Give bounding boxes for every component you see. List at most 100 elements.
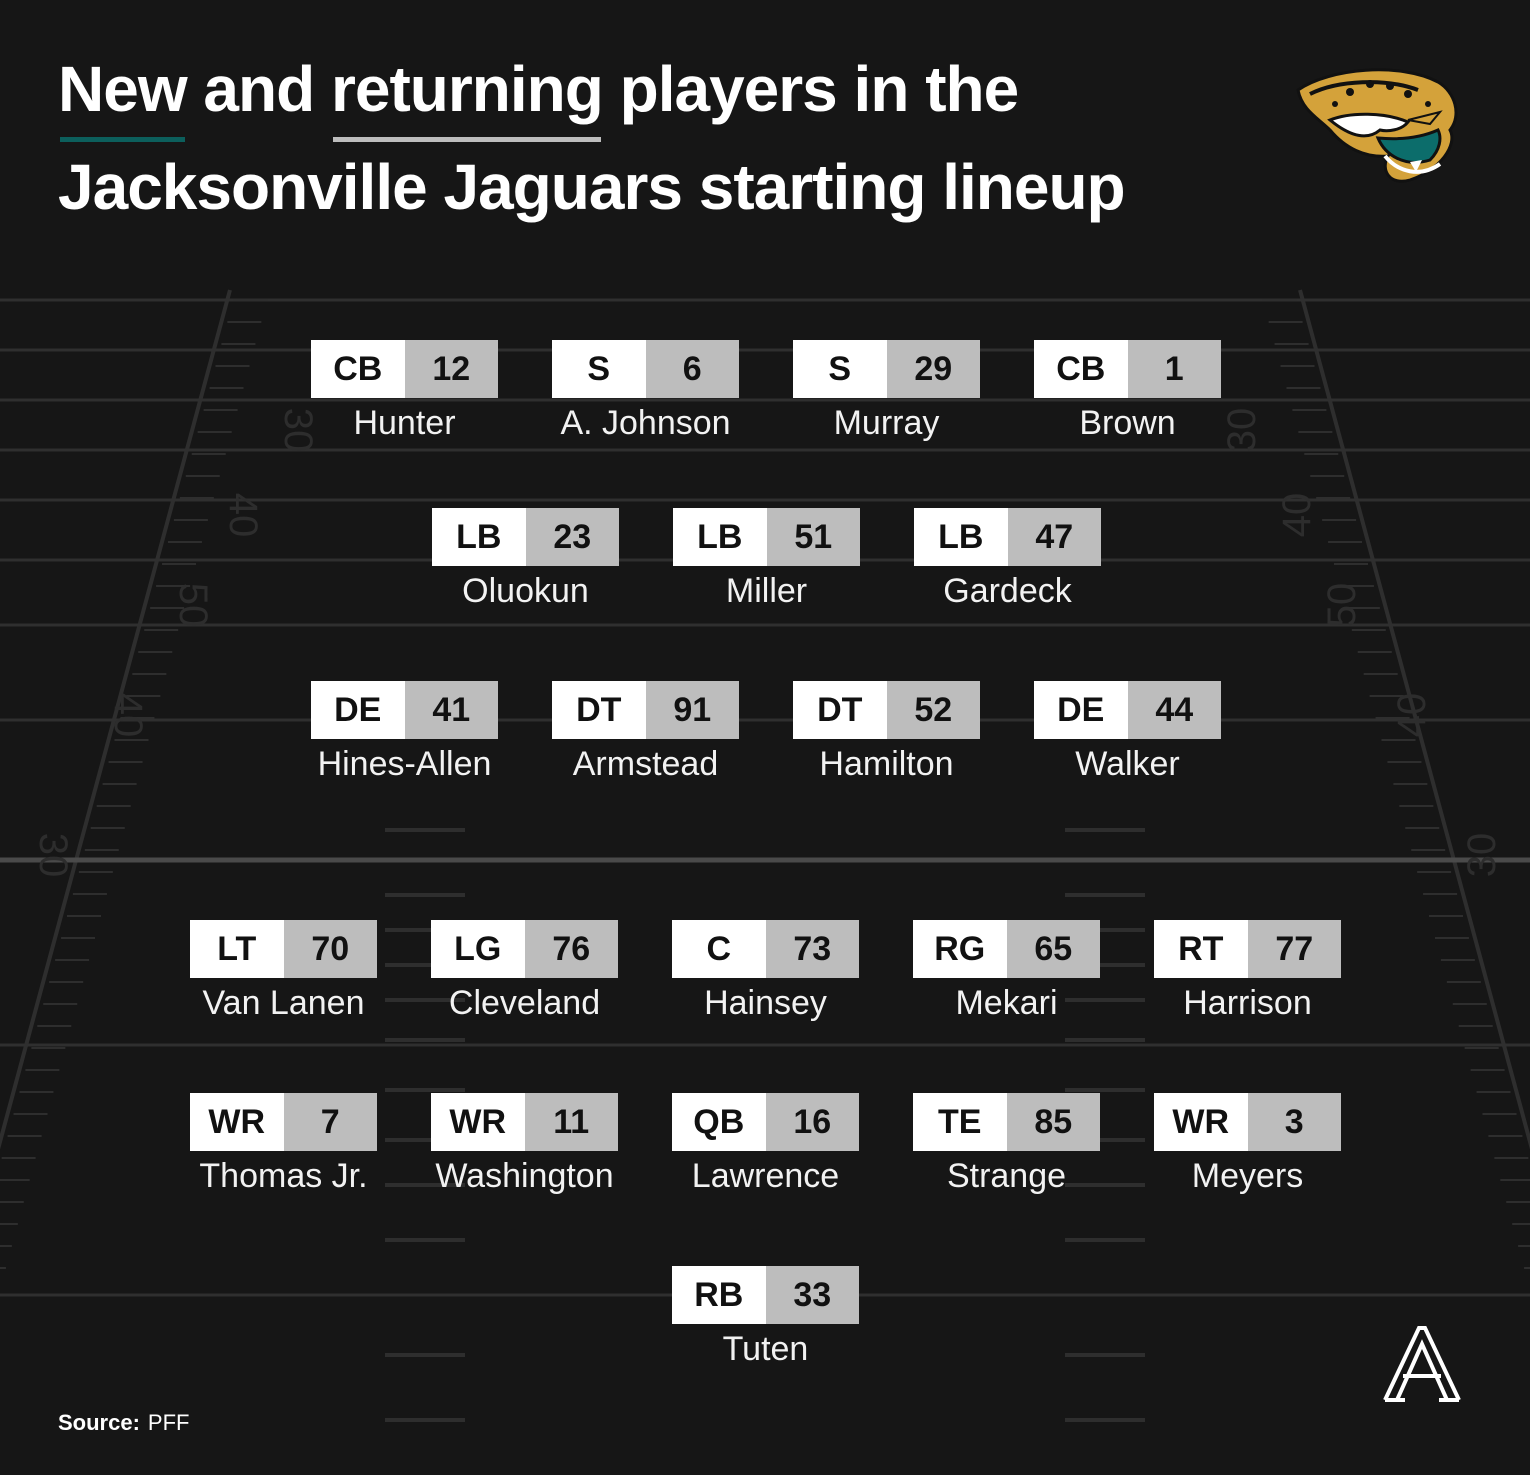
- position-label: RB: [672, 1266, 766, 1324]
- player-badge: TE 85: [913, 1093, 1100, 1151]
- player-card: LB 23 Oluokun: [432, 508, 619, 610]
- jersey-number: 52: [886, 681, 980, 739]
- player-card: LB 51 Miller: [673, 508, 860, 610]
- player-badge: LB 47: [914, 508, 1101, 566]
- player-badge: WR 11: [431, 1093, 618, 1151]
- position-label: LB: [432, 508, 526, 566]
- player-name: Harrison: [1183, 984, 1312, 1022]
- player-card: DT 91 Armstead: [552, 681, 739, 783]
- yard-number: 40: [1390, 693, 1434, 738]
- source-label: Source:: [58, 1410, 140, 1435]
- jersey-number: 91: [645, 681, 739, 739]
- position-label: LB: [673, 508, 767, 566]
- jaguar-head-logo-icon: [1296, 68, 1458, 183]
- player-name: Hines-Allen: [317, 745, 492, 783]
- position-label: RG: [913, 920, 1007, 978]
- player-name: Walker: [1075, 745, 1180, 783]
- player-badge: WR 7: [190, 1093, 377, 1151]
- player-card: DE 44 Walker: [1034, 681, 1221, 783]
- jersey-number: 76: [524, 920, 618, 978]
- player-name: Armstead: [572, 745, 719, 783]
- player-badge: LT 70: [190, 920, 377, 978]
- source-note: Source: PFF: [58, 1410, 189, 1436]
- player-badge: WR 3: [1154, 1093, 1341, 1151]
- title-word-and: and: [203, 53, 315, 125]
- player-badge: LB 51: [673, 508, 860, 566]
- position-label: CB: [1034, 340, 1128, 398]
- player-card: TE 85 Strange: [913, 1093, 1100, 1195]
- chart-title: New and returning players in the Jackson…: [58, 40, 1126, 236]
- player-card: LB 47 Gardeck: [914, 508, 1101, 610]
- player-card: WR 3 Meyers: [1154, 1093, 1341, 1195]
- player-name: Lawrence: [691, 1157, 840, 1195]
- player-badge: RG 65: [913, 920, 1100, 978]
- yard-number: 30: [1220, 408, 1264, 453]
- player-name: Hainsey: [704, 984, 827, 1022]
- jersey-number: 44: [1127, 681, 1221, 739]
- player-card: S 6 A. Johnson: [552, 340, 739, 442]
- position-label: WR: [190, 1093, 284, 1151]
- player-badge: QB 16: [672, 1093, 859, 1151]
- position-label: WR: [1154, 1093, 1248, 1151]
- position-label: DT: [793, 681, 887, 739]
- player-card: RB 33 Tuten: [672, 1266, 859, 1368]
- player-badge: CB 1: [1034, 340, 1221, 398]
- field-line: [0, 289, 232, 1150]
- player-badge: C 73: [672, 920, 859, 978]
- jersey-number: 77: [1247, 920, 1341, 978]
- player-card: RG 65 Mekari: [913, 920, 1100, 1022]
- yard-number: 40: [1275, 493, 1319, 538]
- player-name: Hunter: [353, 404, 456, 442]
- jersey-number: 33: [765, 1266, 859, 1324]
- position-label: C: [672, 920, 766, 978]
- player-badge: LG 76: [431, 920, 618, 978]
- position-label: CB: [311, 340, 405, 398]
- player-card: DT 52 Hamilton: [793, 681, 980, 783]
- player-badge: S 29: [793, 340, 980, 398]
- position-label: TE: [913, 1093, 1007, 1151]
- position-label: S: [552, 340, 646, 398]
- player-name: Oluokun: [462, 572, 589, 610]
- player-name: Brown: [1079, 404, 1176, 442]
- jersey-number: 7: [283, 1093, 377, 1151]
- the-athletic-logo-icon: [1383, 1326, 1461, 1402]
- player-card: QB 16 Lawrence: [672, 1093, 859, 1195]
- source-value: PFF: [147, 1410, 190, 1435]
- player-card: C 73 Hainsey: [672, 920, 859, 1022]
- jersey-number: 3: [1247, 1093, 1341, 1151]
- jersey-number: 73: [765, 920, 859, 978]
- yard-number: 50: [171, 583, 215, 628]
- jersey-number: 85: [1006, 1093, 1100, 1151]
- field-line: [1298, 289, 1530, 1150]
- title-word-new: New: [58, 40, 188, 142]
- position-label: WR: [431, 1093, 525, 1151]
- yard-number: 50: [1320, 583, 1364, 628]
- position-label: RT: [1154, 920, 1248, 978]
- position-label: LG: [431, 920, 525, 978]
- player-card: RT 77 Harrison: [1154, 920, 1341, 1022]
- player-name: Hamilton: [819, 745, 954, 783]
- player-badge: DE 44: [1034, 681, 1221, 739]
- player-name: Thomas Jr.: [199, 1157, 368, 1195]
- position-label: DE: [1034, 681, 1128, 739]
- position-label: DE: [311, 681, 405, 739]
- player-badge: DE 41: [311, 681, 498, 739]
- player-name: Van Lanen: [202, 984, 365, 1022]
- yard-number: 30: [276, 408, 320, 453]
- player-card: CB 12 Hunter: [311, 340, 498, 442]
- jersey-number: 65: [1006, 920, 1100, 978]
- player-badge: DT 91: [552, 681, 739, 739]
- player-card: S 29 Murray: [793, 340, 980, 442]
- jersey-number: 41: [404, 681, 498, 739]
- jersey-number: 23: [525, 508, 619, 566]
- jersey-number: 47: [1007, 508, 1101, 566]
- yard-number: 30: [1460, 833, 1504, 878]
- title-line1-rest: players in the: [619, 53, 1020, 125]
- jersey-number: 70: [283, 920, 377, 978]
- player-name: A. Johnson: [560, 404, 731, 442]
- jersey-number: 16: [765, 1093, 859, 1151]
- jersey-number: 29: [886, 340, 980, 398]
- player-name: Strange: [946, 1157, 1067, 1195]
- player-name: Murray: [833, 404, 940, 442]
- position-label: QB: [672, 1093, 766, 1151]
